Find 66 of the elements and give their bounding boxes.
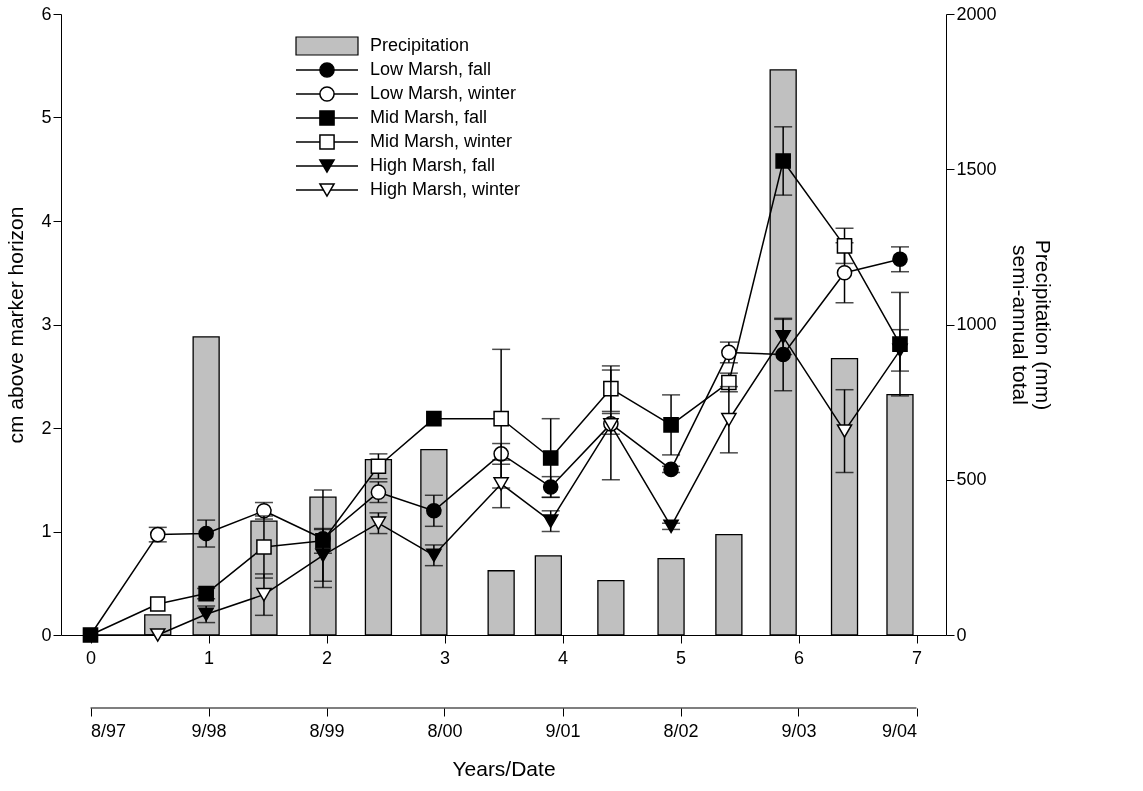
legend-label: High Marsh, fall: [370, 155, 496, 175]
point: [82, 627, 99, 643]
point: [426, 548, 442, 563]
text: 8/99: [309, 720, 345, 741]
x-tick-label: 2: [321, 647, 333, 668]
y2-tick-label: 1000: [956, 314, 997, 334]
point: [836, 424, 853, 438]
legend-label: Low Marsh, fall: [370, 59, 492, 79]
x-tick-label: 0: [85, 647, 97, 668]
legend-label: Mid Marsh, fall: [370, 107, 488, 127]
point: [836, 238, 853, 254]
y-tick-label: 2: [41, 417, 52, 438]
x-tick-label: 6: [793, 647, 805, 668]
legend-label: Mid Marsh, winter: [370, 131, 513, 151]
point: [426, 502, 442, 519]
x-tick-label: 7: [911, 647, 923, 668]
x-tick-label: 5: [675, 647, 687, 668]
y-tick-label: 1: [41, 521, 52, 541]
y-tick-label: 6: [41, 3, 52, 24]
point: [775, 330, 791, 344]
y2-tick-label: 2000: [956, 3, 997, 24]
y-tick-label: 3: [41, 314, 52, 334]
point: [370, 458, 387, 475]
point: [256, 539, 272, 555]
text: 9/04: [881, 720, 917, 741]
point: [426, 410, 442, 427]
x-tick-label: 1: [203, 647, 215, 668]
point: [315, 548, 331, 563]
point: [663, 519, 679, 534]
point: [542, 450, 559, 466]
text: 8/00: [427, 720, 463, 741]
point: [836, 264, 853, 281]
x-tick-label: 3: [439, 647, 451, 668]
point: [493, 477, 509, 491]
point: [663, 417, 679, 433]
point: [370, 516, 387, 531]
y-tick-label: 0: [41, 624, 52, 645]
text: 8/02: [663, 720, 699, 741]
y2-tick-label: 500: [956, 469, 987, 490]
point: [370, 484, 387, 500]
point: [149, 596, 166, 612]
point: [256, 587, 272, 602]
y2-tick-label: 0: [956, 624, 967, 645]
point: [721, 412, 737, 427]
x-tick-label: 4: [557, 647, 569, 668]
y2-tick-label: 1500: [956, 158, 997, 179]
point: [542, 479, 559, 495]
point: [892, 251, 908, 268]
point: [493, 410, 509, 427]
y-tick-label: 4: [41, 210, 52, 231]
point: [198, 525, 214, 542]
x-axis-title: Years/Date: [452, 756, 556, 780]
text: 8/97: [91, 720, 127, 741]
point: [892, 343, 908, 358]
y-axis-title: cm above marker horizon: [4, 206, 28, 444]
legend-label: High Marsh, winter: [370, 179, 521, 199]
legend-label: Precipitation: [370, 35, 470, 55]
point: [149, 628, 166, 642]
point: [542, 514, 559, 529]
text: 9/01: [545, 720, 581, 741]
legend-label: Low Marsh, winter: [370, 83, 517, 103]
text: 9/98: [191, 720, 227, 741]
point: [775, 153, 791, 169]
y-tick-label: 5: [41, 107, 52, 127]
text: 9/03: [781, 720, 817, 741]
y2-axis-title: Precipitation (mm) semi-annual total: [1008, 239, 1055, 411]
